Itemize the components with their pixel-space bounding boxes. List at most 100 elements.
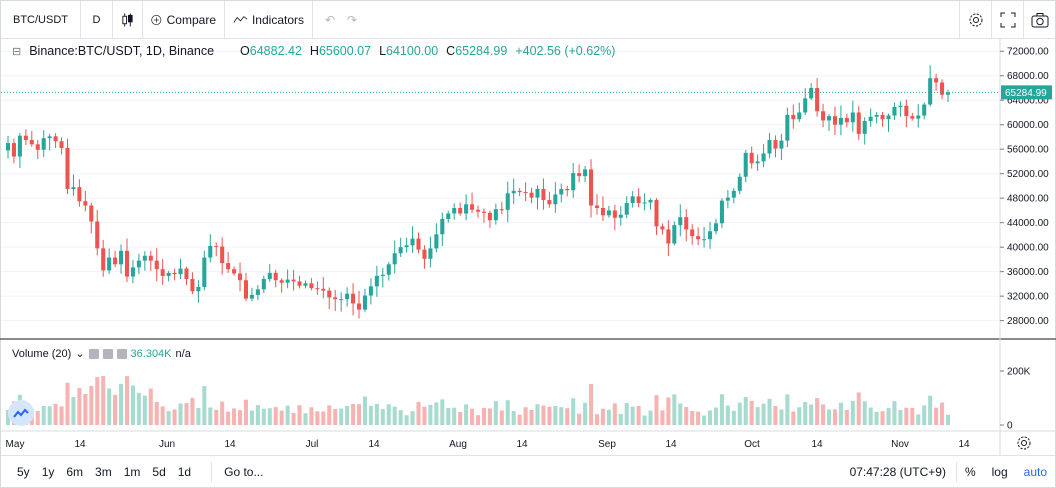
goto-button[interactable]: Go to... (211, 461, 263, 482)
candles (5, 65, 951, 319)
candle-body (190, 279, 195, 292)
candle-body (113, 257, 118, 265)
volume-bar (779, 409, 784, 425)
candle-body (684, 217, 689, 230)
volume-bar (916, 414, 921, 425)
candle-body (226, 263, 231, 270)
candle-body (940, 82, 945, 95)
price-tick-label: 40000.00 (1007, 243, 1049, 254)
volume-bar (124, 376, 130, 425)
close-icon[interactable] (116, 348, 127, 359)
candle-body (410, 238, 415, 246)
auto-toggle[interactable]: auto (1023, 465, 1047, 479)
candle-body (553, 194, 558, 205)
collapse-legend-icon[interactable]: ⊟ (12, 45, 22, 58)
candle-body (29, 140, 34, 145)
eye-icon[interactable] (88, 348, 99, 359)
chevron-down-icon[interactable]: ⌄ (75, 348, 85, 360)
range-button-5d[interactable]: 5d (152, 464, 166, 479)
candle-body (41, 138, 46, 150)
volume-bar (404, 415, 409, 425)
candle-body (577, 173, 582, 177)
candle-body (243, 280, 248, 299)
candle-body (702, 239, 707, 241)
log-toggle[interactable]: log (991, 465, 1008, 479)
candle-body (374, 275, 379, 287)
volume-bar (77, 388, 82, 425)
candle-body (53, 136, 58, 142)
volume-bar (470, 408, 475, 425)
indicators-button[interactable]: Indicators (225, 0, 313, 39)
volume-bar (226, 411, 231, 425)
volume-bar (392, 406, 397, 425)
volume-bar (273, 407, 278, 425)
volume-bar (416, 401, 421, 425)
volume-bar (243, 399, 248, 425)
volume-bar (434, 402, 439, 425)
price-chart[interactable]: 28000.00 32000.00 36000.00 40000.00 44000.00… (0, 39, 1056, 455)
volume-bar (493, 401, 498, 425)
volume-bar (232, 408, 237, 425)
volume-bar (327, 405, 332, 425)
interval-button[interactable]: D (81, 0, 113, 39)
volume-bar (196, 407, 201, 425)
candle-body (922, 104, 927, 116)
candle-body (321, 288, 326, 291)
volume-bar (202, 386, 207, 425)
volume-bar (696, 411, 701, 425)
candle-body (11, 143, 16, 157)
range-button-1m[interactable]: 1m (123, 464, 141, 479)
chart-type-button[interactable] (113, 0, 143, 39)
range-button-1d[interactable]: 1d (177, 464, 192, 479)
redo-icon[interactable]: ↷ (347, 12, 358, 27)
range-button-3m[interactable]: 3m (95, 464, 112, 479)
snapshot-button[interactable] (1023, 1, 1055, 39)
volume-bar (559, 407, 564, 425)
tradingview-logo-icon[interactable] (8, 400, 34, 426)
volume-bar (725, 405, 730, 425)
volume-bar (594, 414, 600, 425)
volume-bar (368, 405, 373, 425)
candles-icon (122, 13, 133, 26)
last-price-badge (1001, 85, 1052, 100)
candle-body (838, 117, 843, 125)
volume-bar (160, 406, 165, 425)
volume-bar (130, 385, 135, 425)
candle-body (83, 201, 88, 206)
legend-close: C65284.99 (446, 44, 508, 58)
candle-body (261, 279, 266, 290)
volume-bar (892, 401, 897, 425)
volume-bar (374, 403, 379, 425)
legend-symbol[interactable]: Binance:BTC/USDT, 1D, Binance (29, 44, 215, 58)
volume-bar (517, 414, 522, 425)
volume-bar (654, 395, 659, 425)
volume-bar (844, 409, 849, 425)
fullscreen-button[interactable] (991, 1, 1023, 39)
candle-body (547, 200, 552, 205)
volume-bar (666, 397, 671, 425)
range-button-1y[interactable]: 1y (41, 464, 55, 479)
settings-button[interactable] (959, 1, 991, 39)
range-button-5y[interactable]: 5y (17, 464, 30, 479)
candle-body (928, 78, 933, 105)
volume-value: 36.304K (130, 347, 172, 360)
settings-icon[interactable] (102, 348, 113, 359)
time-tick-label: 14 (665, 439, 677, 450)
undo-icon[interactable]: ↶ (324, 12, 335, 27)
volume-tick-label: 200K (1007, 367, 1031, 378)
volume-title[interactable]: Volume (20) (12, 347, 72, 360)
volume-bar (511, 411, 516, 425)
compare-button[interactable]: Compare (143, 0, 225, 39)
candle-body (826, 116, 832, 121)
volume-bar (475, 415, 481, 425)
volume-bar (589, 383, 594, 425)
percent-toggle[interactable]: % (964, 465, 976, 479)
top-toolbar: BTC/USDT D Compare Indicators ↶ ↷ (1, 0, 1055, 39)
range-button-6m[interactable]: 6m (66, 464, 84, 479)
symbol-search[interactable]: BTC/USDT (1, 0, 81, 39)
volume-bar (136, 392, 141, 425)
candle-body (208, 245, 213, 258)
candle-body (238, 273, 243, 281)
candle-body (583, 169, 588, 177)
candle-body (202, 257, 207, 287)
